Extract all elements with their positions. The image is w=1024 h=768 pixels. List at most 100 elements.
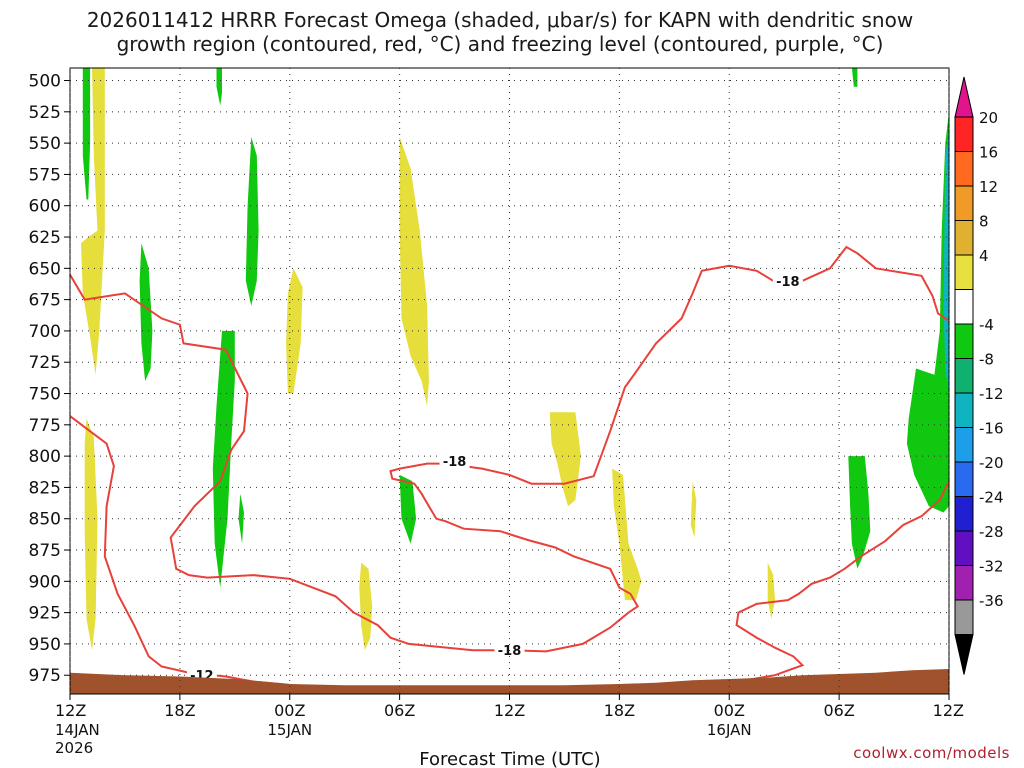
y-tick-label: 850 (29, 510, 61, 530)
colorbar-segment (954, 151, 974, 187)
omega-region-negative (216, 68, 222, 106)
x-tick-label: 18Z (604, 701, 635, 720)
colorbar-label: -8 (979, 351, 994, 369)
x-tick-label: 12Z (55, 701, 86, 720)
x-tick-label: 00Z (714, 701, 745, 720)
colorbar-segment (954, 530, 974, 566)
colorbar-bottom-arrow (954, 634, 974, 675)
y-tick-label: 500 (29, 72, 61, 92)
isotherm-contours: -18-18-18-12 (69, 245, 950, 690)
isotherm-line (69, 245, 950, 653)
omega-region-negative (906, 111, 949, 513)
colorbar-label: -16 (979, 420, 1004, 438)
colorbar-label: 12 (979, 178, 998, 196)
omega-shading (81, 68, 949, 651)
omega-region-negative (139, 243, 153, 381)
x-axis-label: Forecast Time (UTC) (419, 749, 600, 768)
colorbar-segment (954, 220, 974, 256)
colorbar-label: 20 (979, 109, 998, 127)
chart-title: 2026011412 HRRR Forecast Omega (shaded, … (0, 8, 1000, 56)
y-tick-label: 775 (29, 416, 61, 436)
isotherm-label-bg (494, 642, 525, 658)
isotherm-label-bg (439, 453, 470, 469)
x-tick-label: 06Z (384, 701, 415, 720)
colorbar-segment (954, 116, 974, 152)
colorbar-label: -4 (979, 316, 994, 334)
colorbar-segment (954, 289, 974, 325)
colorbar-label: -20 (979, 454, 1004, 472)
grid-lines (70, 80, 949, 676)
omega-region-negative (399, 474, 417, 544)
colorbar-segment (954, 323, 974, 359)
isotherm-line (637, 480, 950, 690)
omega-region-negative (212, 330, 235, 588)
omega-region-positive (690, 481, 697, 538)
omega-region-positive (612, 468, 642, 601)
omega-region-strong (943, 130, 949, 394)
y-tick-label: 550 (29, 134, 61, 154)
x-tick-date: 14JAN (55, 721, 100, 739)
colorbar-segment (954, 185, 974, 221)
colorbar-label: 8 (979, 213, 989, 231)
omega-region-positive (286, 268, 303, 394)
title-line-2: growth region (contoured, red, °C) and f… (116, 32, 884, 56)
y-tick-label: 525 (29, 103, 61, 123)
isotherm-label: -18 (443, 455, 467, 470)
watermark: coolwx.com/models (853, 744, 1010, 762)
y-tick-label: 825 (29, 478, 61, 498)
omega-region-positive (359, 562, 373, 651)
x-tick-year: 2026 (55, 739, 93, 757)
y-tick-label: 725 (29, 353, 61, 373)
x-tick-label: 12Z (494, 701, 525, 720)
colorbar-label: 4 (979, 247, 989, 265)
y-tick-label: 700 (29, 322, 61, 342)
colorbar-label: 16 (979, 144, 998, 162)
isotherm-label: -18 (776, 275, 800, 290)
omega-region-negative (238, 493, 244, 544)
omega-region-negative (82, 68, 91, 200)
colorbar-label: -28 (979, 523, 1004, 541)
omega-region-negative (848, 456, 871, 569)
x-tick-label: 18Z (164, 701, 195, 720)
y-tick-label: 600 (29, 197, 61, 217)
terrain-fill (70, 669, 949, 694)
y-tick-label: 975 (29, 666, 61, 686)
omega-region-positive (399, 136, 429, 406)
y-tick-label: 675 (29, 291, 61, 311)
colorbar-label: -24 (979, 489, 1004, 507)
omega-region-positive (84, 418, 98, 651)
x-tick-date: 15JAN (267, 721, 312, 739)
colorbar: 20 16 12 8 4 -4 -8 -12 -16 -20 -24 -28 -32 -36 (954, 76, 1004, 675)
colorbar-segment (954, 392, 974, 428)
colorbar-label: -32 (979, 558, 1004, 576)
y-tick-label: 650 (29, 259, 61, 279)
colorbar-segment (954, 565, 974, 601)
y-tick-label: 950 (29, 635, 61, 655)
title-line-1: 2026011412 HRRR Forecast Omega (shaded, … (86, 8, 914, 32)
x-tick-label: 06Z (823, 701, 854, 720)
isotherm-label: -18 (498, 644, 522, 659)
colorbar-segment (954, 254, 974, 290)
colorbar-top-arrow (954, 76, 974, 118)
y-tick-label: 750 (29, 385, 61, 405)
omega-region-negative (245, 136, 259, 306)
colorbar-label: -36 (979, 592, 1004, 610)
y-tick-label: 900 (29, 572, 61, 592)
omega-region-negative (851, 68, 858, 87)
x-tick-label: 12Z (933, 701, 964, 720)
colorbar-segment (954, 599, 974, 635)
x-tick-date: 16JAN (707, 721, 752, 739)
y-tick-label: 625 (29, 228, 61, 248)
isotherm-line (69, 415, 318, 690)
y-axis: 500 525 550 575 600 625 650 675 700 725 750 775 800 8… (29, 72, 70, 686)
x-tick-label: 00Z (274, 701, 305, 720)
colorbar-segment (954, 496, 974, 532)
colorbar-segment (954, 358, 974, 394)
y-tick-label: 925 (29, 604, 61, 624)
colorbar-label: -12 (979, 385, 1004, 403)
terrain-surface (70, 669, 949, 694)
isotherm-label-bg (772, 272, 803, 288)
colorbar-segment (954, 461, 974, 497)
